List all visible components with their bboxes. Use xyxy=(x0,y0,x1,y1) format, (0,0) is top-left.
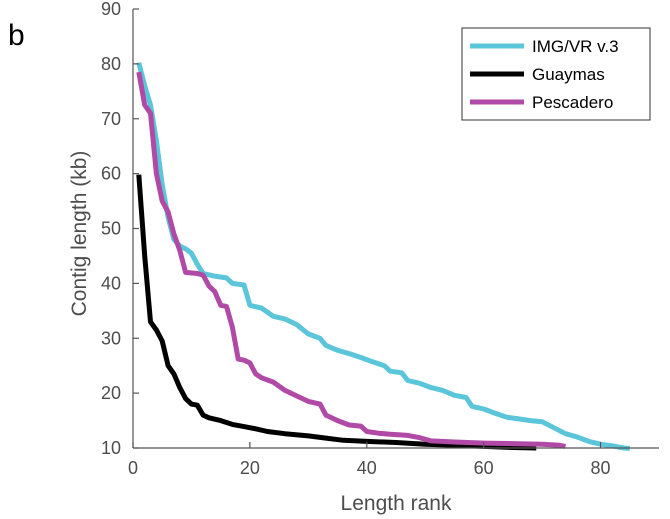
series-line-2 xyxy=(136,174,537,451)
y-tick-label: 50 xyxy=(101,219,121,239)
panel-label: b xyxy=(8,19,25,52)
series-line-1 xyxy=(136,62,631,451)
y-tick-label: 80 xyxy=(101,54,121,74)
x-tick-label: 0 xyxy=(128,458,138,478)
y-tick-label: 30 xyxy=(101,328,121,348)
legend-label-1: IMG/VR v.3 xyxy=(532,37,619,56)
y-tick-label: 40 xyxy=(101,273,121,293)
y-tick-label: 70 xyxy=(101,109,121,129)
x-tick-label: 40 xyxy=(357,458,377,478)
y-tick-label: 60 xyxy=(101,164,121,184)
legend-label-3: Pescadero xyxy=(532,93,613,112)
plot-area xyxy=(136,62,631,451)
y-tick-label: 20 xyxy=(101,383,121,403)
series-line-3 xyxy=(136,71,566,449)
axes: 0 20 40 60 80 10 20 30 40 50 60 70 80 90 xyxy=(101,0,659,478)
x-tick-label: 60 xyxy=(474,458,494,478)
legend-label-2: Guaymas xyxy=(532,65,605,84)
y-tick-label: 10 xyxy=(101,438,121,458)
legend: IMG/VR v.3 Guaymas Pescadero xyxy=(461,27,651,121)
x-tick-label: 20 xyxy=(240,458,260,478)
y-axis-title: Contig length (kb) xyxy=(68,151,91,317)
y-tick-label: 90 xyxy=(101,0,121,19)
x-tick-label: 80 xyxy=(591,458,611,478)
x-axis-title: Length rank xyxy=(341,492,452,515)
